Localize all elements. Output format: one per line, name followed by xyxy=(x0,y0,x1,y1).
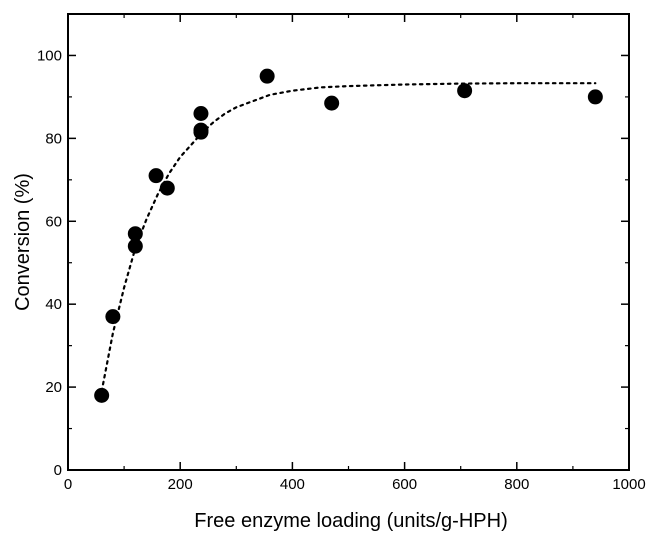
fit-curve xyxy=(102,83,596,391)
tick-layer: 0 200 400 600 800 1000 0 20 40 60 80 100 xyxy=(37,14,646,493)
y-axis-label: Conversion (%) xyxy=(12,173,34,311)
x-axis-label: Free enzyme loading (units/g-HPH) xyxy=(194,510,507,532)
data-point xyxy=(260,69,275,84)
y-tick-label: 60 xyxy=(45,213,62,230)
data-point xyxy=(324,96,339,111)
data-point xyxy=(128,239,143,254)
point-layer xyxy=(94,69,603,403)
x-tick-label: 400 xyxy=(280,476,305,493)
x-tick-label: 200 xyxy=(168,476,193,493)
x-tick-label: 1000 xyxy=(612,476,645,493)
y-tick-label: 20 xyxy=(45,379,62,396)
fit-layer xyxy=(102,83,596,391)
y-tick-label: 0 xyxy=(54,462,62,479)
x-tick-label: 800 xyxy=(504,476,529,493)
data-point xyxy=(193,106,208,121)
y-tick-label: 80 xyxy=(45,130,62,147)
data-point xyxy=(160,181,175,196)
y-tick-label: 100 xyxy=(37,47,62,64)
data-point xyxy=(193,125,208,140)
data-point xyxy=(149,168,164,183)
x-tick-label: 0 xyxy=(64,476,72,493)
data-point xyxy=(94,388,109,403)
plot-frame xyxy=(68,14,629,470)
x-tick-label: 600 xyxy=(392,476,417,493)
data-point xyxy=(457,83,472,98)
data-point xyxy=(105,309,120,324)
data-point xyxy=(588,89,603,104)
y-tick-label: 40 xyxy=(45,296,62,313)
